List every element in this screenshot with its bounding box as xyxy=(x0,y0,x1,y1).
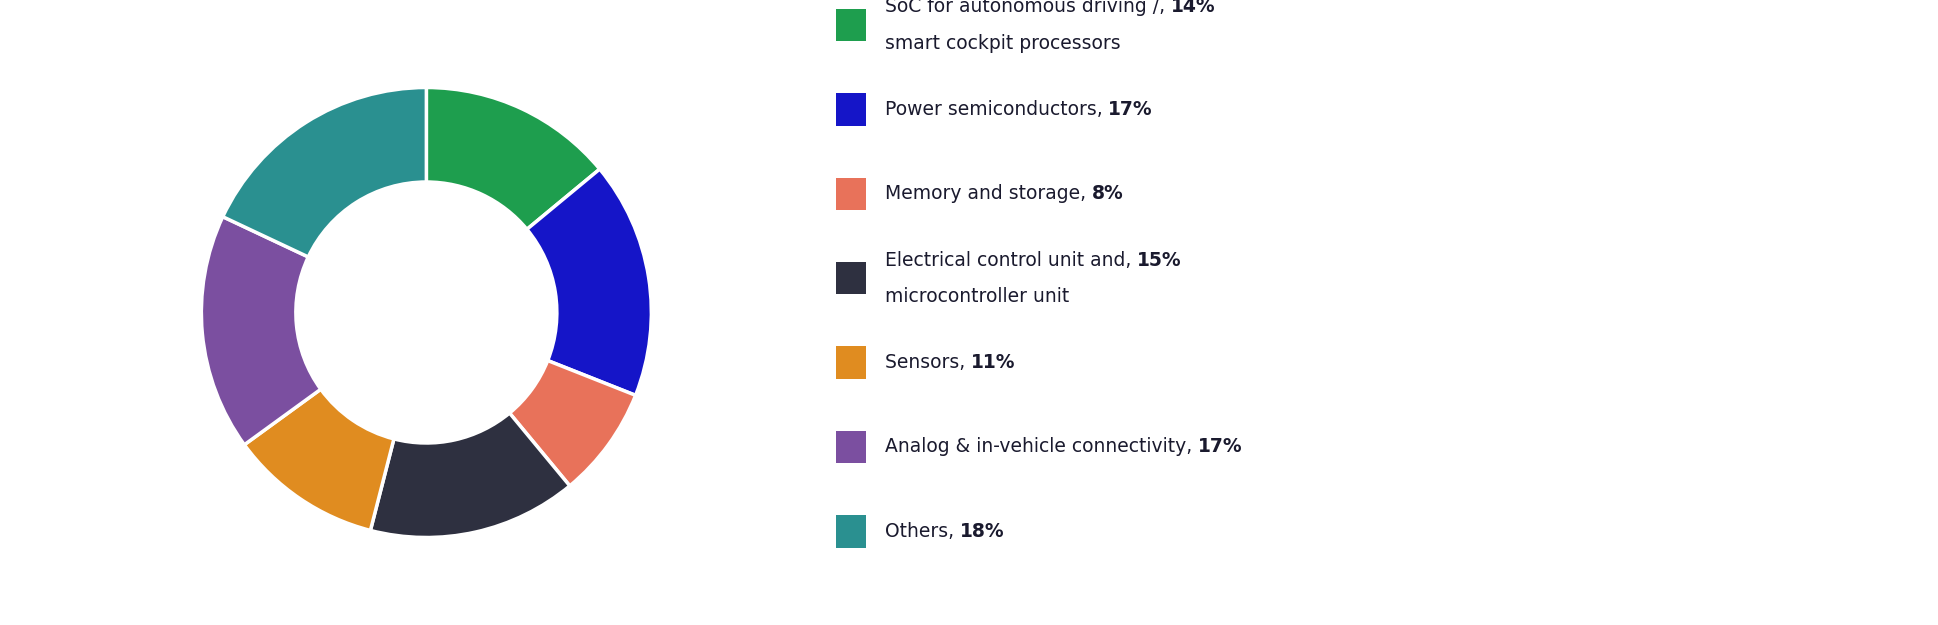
Text: Electrical control unit and,: Electrical control unit and, xyxy=(884,251,1138,269)
Wedge shape xyxy=(527,169,651,396)
Text: 17%: 17% xyxy=(1198,438,1242,456)
FancyBboxPatch shape xyxy=(835,93,866,126)
FancyBboxPatch shape xyxy=(835,177,866,210)
FancyBboxPatch shape xyxy=(835,262,866,294)
Text: 17%: 17% xyxy=(1109,100,1153,119)
Wedge shape xyxy=(510,361,636,486)
Text: Sensors,: Sensors, xyxy=(884,353,971,372)
FancyBboxPatch shape xyxy=(835,9,866,41)
Text: 8%: 8% xyxy=(1091,184,1124,203)
Wedge shape xyxy=(370,413,570,538)
Wedge shape xyxy=(202,217,322,445)
Text: 11%: 11% xyxy=(971,353,1016,372)
Text: Analog & in-vehicle connectivity,: Analog & in-vehicle connectivity, xyxy=(884,438,1198,456)
Wedge shape xyxy=(223,88,426,257)
FancyBboxPatch shape xyxy=(835,431,866,463)
Text: Memory and storage,: Memory and storage, xyxy=(884,184,1091,203)
Text: Others,: Others, xyxy=(884,522,959,541)
Wedge shape xyxy=(426,88,599,229)
FancyBboxPatch shape xyxy=(835,346,866,379)
Text: 18%: 18% xyxy=(959,522,1004,541)
Text: Power semiconductors,: Power semiconductors, xyxy=(884,100,1109,119)
Wedge shape xyxy=(244,389,393,531)
FancyBboxPatch shape xyxy=(835,515,866,548)
Text: 14%: 14% xyxy=(1171,0,1215,16)
Text: smart cockpit processors: smart cockpit processors xyxy=(884,34,1120,52)
Text: microcontroller unit: microcontroller unit xyxy=(884,287,1068,306)
Text: SoC for autonomous driving /,: SoC for autonomous driving /, xyxy=(884,0,1171,16)
Text: 15%: 15% xyxy=(1138,251,1182,269)
